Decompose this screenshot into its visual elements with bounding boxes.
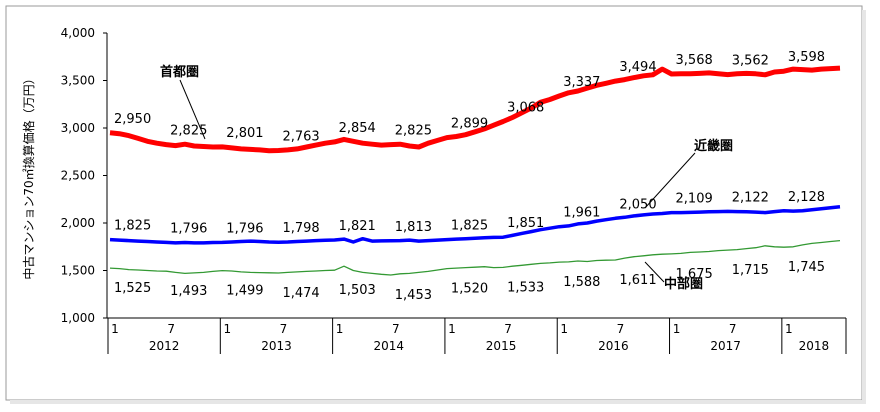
x-year-label: 2016 (598, 339, 629, 353)
data-label: 3,494 (619, 60, 656, 75)
x-year-label: 2017 (710, 339, 741, 353)
x-month-label: 7 (504, 322, 512, 336)
data-label: 1,520 (451, 282, 488, 297)
data-label: 1,851 (507, 216, 544, 231)
data-label: 1,796 (170, 221, 207, 236)
data-label: 1,533 (507, 280, 544, 295)
series-line (109, 65, 841, 154)
y-tick-label: 3,000 (61, 121, 95, 135)
series-name-label: 首都圏 (160, 64, 199, 80)
data-label: 2,050 (619, 197, 656, 212)
x-axis-ticks: 1 7 1 7 1 7 1 7 1 7 1 7 1 2012 2013 2014 2015 2016 2017 201… (107, 318, 847, 354)
x-month-label: 1 (785, 322, 793, 336)
data-label: 1,813 (395, 220, 432, 235)
x-year-label: 2018 (799, 339, 830, 353)
data-label: 1,588 (563, 275, 600, 290)
data-label: 3,568 (676, 53, 713, 68)
data-label: 1,825 (114, 219, 151, 234)
data-label: 1,798 (282, 221, 319, 236)
x-year-label: 2013 (261, 339, 292, 353)
data-label: 1,961 (563, 206, 600, 221)
series-callout-leader (644, 261, 665, 283)
x-month-label: 7 (392, 322, 400, 336)
data-label: 1,503 (339, 283, 376, 298)
data-label: 1,825 (451, 219, 488, 234)
data-label: 2,825 (170, 124, 207, 139)
data-label: 1,493 (170, 284, 207, 299)
chart-border-shadow-right (862, 10, 866, 404)
data-label: 3,068 (507, 101, 544, 116)
y-tick-label: 1,500 (61, 264, 95, 278)
data-label: 2,109 (676, 192, 713, 207)
x-month-label: 7 (729, 322, 737, 336)
series-callout-leader (179, 79, 206, 140)
data-labels: 2,950 2,825 2,801 2,763 2,854 2,825 2,899 3,068… (114, 50, 825, 303)
x-month-label: 7 (167, 322, 175, 336)
data-label: 2,825 (395, 124, 432, 139)
data-label: 1,499 (226, 284, 263, 299)
x-month-label: 1 (336, 322, 344, 336)
y-axis-ticks: 1,000 1,500 2,000 2,500 3,000 3,500 4,000 (61, 26, 107, 325)
y-axis-title: 中古マンション70㎡換算価格（万円） (21, 72, 36, 279)
chart-border-shadow-bottom (10, 400, 866, 404)
data-label: 1,525 (114, 281, 151, 296)
data-label: 3,562 (732, 54, 769, 69)
data-label: 1,745 (788, 260, 825, 275)
series-name-label: 近畿圏 (694, 138, 733, 154)
y-tick-label: 1,000 (61, 311, 95, 325)
y-tick-label: 2,500 (61, 169, 95, 183)
data-label: 2,801 (226, 126, 263, 141)
x-month-label: 1 (448, 322, 456, 336)
x-year-label: 2012 (149, 339, 180, 353)
y-tick-label: 2,000 (61, 216, 95, 230)
x-month-label: 1 (223, 322, 231, 336)
data-label: 2,128 (788, 190, 825, 205)
data-label: 1,611 (619, 273, 656, 288)
x-year-label: 2015 (486, 339, 517, 353)
data-label: 1,821 (339, 219, 376, 234)
data-label: 1,796 (226, 221, 263, 236)
data-label: 1,474 (282, 286, 319, 301)
data-label: 1,715 (732, 263, 769, 278)
data-label: 1,453 (395, 288, 432, 303)
data-label: 2,950 (114, 112, 151, 127)
series-layer (109, 65, 841, 276)
data-label: 3,337 (563, 75, 600, 90)
x-month-label: 1 (111, 322, 119, 336)
data-label: 2,854 (339, 121, 376, 136)
data-label: 3,598 (788, 50, 825, 65)
y-tick-label: 3,500 (61, 74, 95, 88)
x-year-label: 2014 (373, 339, 404, 353)
series-line (109, 205, 841, 245)
x-month-label: 1 (673, 322, 681, 336)
data-label: 2,899 (451, 117, 488, 132)
x-month-label: 1 (560, 322, 568, 336)
x-month-label: 7 (280, 322, 288, 336)
x-month-label: 7 (617, 322, 625, 336)
data-label: 2,122 (732, 190, 769, 205)
series-callout-leader (644, 152, 696, 209)
data-label: 2,763 (282, 130, 319, 145)
data-label: 1,675 (676, 267, 713, 282)
series-line (109, 239, 841, 276)
series-name-label: 中部圏 (664, 276, 703, 292)
y-tick-label: 4,000 (61, 26, 95, 40)
